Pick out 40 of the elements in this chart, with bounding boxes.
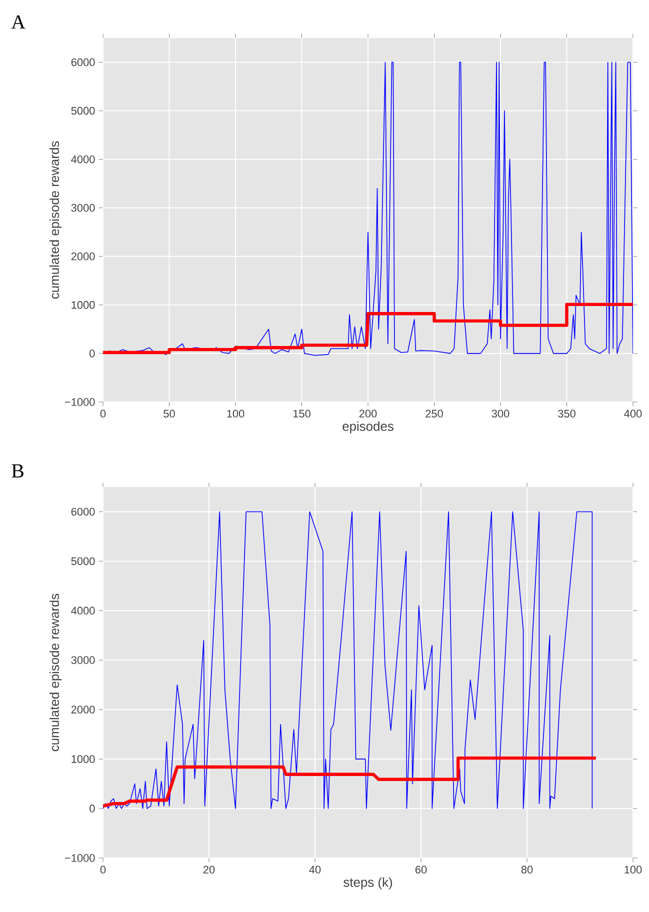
x-tick-label: 20 <box>203 866 215 874</box>
x-tick-label: 0 <box>100 410 106 418</box>
x-tick-label: 60 <box>415 866 427 874</box>
x-tick-label: 100 <box>227 410 244 418</box>
y-tick-label: 2000 <box>71 252 95 260</box>
chart-title: B <box>12 464 24 478</box>
x-tick-label: 350 <box>558 410 576 418</box>
x-axis-title: episodes <box>342 421 394 434</box>
y-tick-label: 3000 <box>71 656 95 664</box>
x-tick-label: 40 <box>309 866 321 874</box>
y-tick-label: 0 <box>90 804 95 812</box>
x-tick-label: 200 <box>359 410 377 418</box>
y-tick-label: 4000 <box>71 155 95 164</box>
y-tick-label: −1000 <box>64 398 95 406</box>
x-tick-label: 100 <box>624 866 642 874</box>
line-series <box>103 511 593 809</box>
y-axis-title: cumulated episode rewards <box>50 594 62 752</box>
x-tick-label: 50 <box>164 410 175 418</box>
line-series <box>103 756 598 808</box>
y-tick-label: 6000 <box>71 508 95 516</box>
y-tick-label: 2000 <box>71 706 95 714</box>
y-tick-label: 5000 <box>71 557 95 566</box>
y-tick-label: 1000 <box>72 301 95 309</box>
x-tick-label: 150 <box>293 410 310 418</box>
y-tick-label: 1000 <box>72 755 95 763</box>
x-tick-label: 400 <box>624 410 642 418</box>
x-tick-label: 0 <box>100 866 106 874</box>
y-tick-label: −1000 <box>64 854 95 862</box>
x-tick-label: 250 <box>426 410 443 418</box>
y-tick-label: 4000 <box>71 606 95 615</box>
x-tick-label: 300 <box>492 410 510 418</box>
line-series <box>103 302 633 354</box>
y-tick-label: 6000 <box>71 58 95 66</box>
x-axis-title: steps (k) <box>344 877 392 890</box>
chart-title: A <box>11 15 26 28</box>
x-tick-label: 80 <box>521 866 533 874</box>
y-tick-label: 5000 <box>71 106 95 115</box>
y-tick-label: 0 <box>90 350 95 358</box>
y-axis-title: cumulated episode rewards <box>50 141 62 299</box>
y-tick-label: 3000 <box>71 204 95 212</box>
